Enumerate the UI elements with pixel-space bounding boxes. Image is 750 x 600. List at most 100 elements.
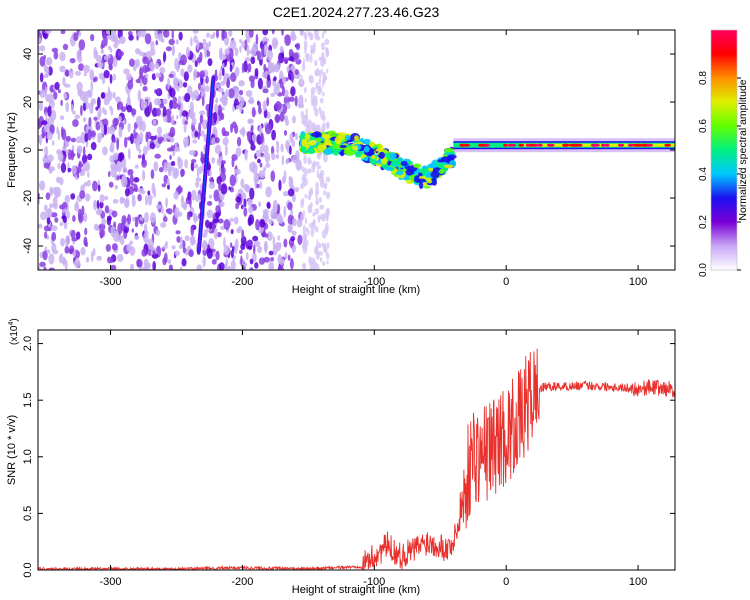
noise-speck <box>100 48 105 55</box>
noise-speck <box>174 58 179 70</box>
noise-speck <box>102 146 108 156</box>
noise-speck <box>139 216 144 222</box>
faint-speck <box>319 204 325 210</box>
noise-speck <box>72 214 76 223</box>
noise-speck <box>77 56 83 63</box>
noise-speck <box>223 96 228 105</box>
noise-speck <box>76 81 83 92</box>
noise-speck <box>208 181 216 190</box>
noise-speck <box>102 106 105 114</box>
noise-speck <box>43 266 47 270</box>
steady-hot <box>478 143 486 147</box>
noise-speck <box>101 218 107 225</box>
noise-speck <box>77 63 84 71</box>
faint-speck <box>314 59 318 67</box>
noise-speck <box>124 187 130 197</box>
noise-speck <box>192 89 200 100</box>
noise-speck <box>179 80 184 88</box>
steady-hot <box>525 143 531 147</box>
noise-speck <box>156 126 163 136</box>
noise-speck <box>294 69 299 75</box>
noise-speck <box>274 113 281 124</box>
noise-speck <box>39 45 46 52</box>
noise-speck <box>196 39 200 50</box>
noise-speck <box>130 133 134 145</box>
faint-speck <box>301 181 306 188</box>
noise-speck <box>272 199 278 211</box>
noise-speck <box>199 113 204 125</box>
noise-speck <box>152 260 157 270</box>
noise-speck <box>38 180 46 191</box>
noise-speck <box>119 197 126 204</box>
noise-speck <box>277 242 282 250</box>
noise-speck <box>247 198 253 207</box>
noise-speck <box>111 243 118 251</box>
snr-y-tick-label: 1.0 <box>22 449 34 464</box>
noise-speck <box>142 265 148 270</box>
noise-speck <box>258 201 262 208</box>
noise-speck <box>93 46 98 59</box>
noise-speck <box>83 181 88 187</box>
faint-speck <box>303 167 308 177</box>
noise-speck <box>160 221 167 228</box>
noise-speck <box>163 115 168 123</box>
faint-speck <box>314 208 320 215</box>
noise-speck <box>250 143 256 151</box>
noise-speck <box>226 77 231 89</box>
noise-speck <box>67 167 72 173</box>
noise-speck <box>114 184 119 190</box>
noise-speck <box>292 115 296 124</box>
noise-speck <box>291 71 294 84</box>
faint-speck <box>304 33 308 41</box>
noise-speck <box>64 246 70 254</box>
noise-speck <box>213 189 220 202</box>
noise-speck <box>93 116 98 121</box>
noise-speck <box>180 101 184 113</box>
faint-speck <box>321 32 325 39</box>
noise-speck <box>60 30 66 35</box>
noise-speck <box>49 186 54 196</box>
noise-speck <box>243 39 248 51</box>
noise-speck <box>284 252 288 260</box>
noise-speck <box>57 151 64 162</box>
noise-speck <box>293 52 299 60</box>
band-blob <box>435 162 445 167</box>
noise-speck <box>104 205 110 214</box>
noise-speck <box>126 243 132 252</box>
noise-speck <box>137 89 142 102</box>
faint-speck <box>303 86 307 94</box>
noise-speck <box>244 150 248 159</box>
faint-speck <box>307 168 312 174</box>
noise-speck <box>74 114 80 120</box>
faint-speck <box>309 53 313 64</box>
colorbar: 0.0 0.2 0.4 0.6 0.8 Normalized spectral ampl… <box>698 29 749 277</box>
noise-speck <box>177 158 183 170</box>
noise-speck <box>58 254 63 264</box>
noise-speck <box>246 239 254 246</box>
band-blob <box>369 141 376 148</box>
noise-speck <box>267 74 271 81</box>
noise-speck <box>239 128 246 135</box>
noise-speck <box>62 256 66 267</box>
noise-speck <box>288 96 295 102</box>
faint-speck <box>308 203 311 214</box>
faint-speck <box>320 68 324 75</box>
noise-speck <box>217 104 222 117</box>
colorbar-tick-label: 0.0 <box>698 263 709 277</box>
noise-speck <box>74 250 81 259</box>
noise-speck <box>131 197 136 207</box>
noise-speck <box>200 91 206 99</box>
noise-speck <box>228 88 235 99</box>
noise-speck <box>125 72 132 81</box>
noise-speck <box>143 232 149 244</box>
noise-speck <box>66 210 71 219</box>
band-blob <box>417 172 423 177</box>
noise-speck <box>150 169 155 180</box>
noise-speck <box>231 121 237 129</box>
noise-speck <box>76 168 80 179</box>
colorbar-gradient <box>711 30 737 270</box>
noise-speck <box>276 203 281 215</box>
noise-speck <box>243 60 248 73</box>
faint-speck <box>314 263 320 270</box>
noise-speck <box>198 122 202 134</box>
